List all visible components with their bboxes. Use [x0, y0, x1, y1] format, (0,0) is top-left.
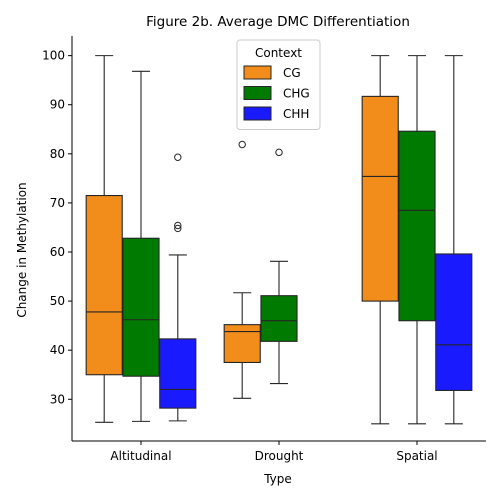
box-CG-Spatial — [361, 55, 399, 425]
y-tick-label: 50 — [50, 294, 65, 308]
box-CHG-Altitudinal — [122, 70, 160, 422]
box-body — [85, 194, 123, 376]
legend-swatch-CHG — [243, 86, 272, 100]
outlier-point — [174, 221, 182, 230]
y-axis-label: Change in Methylation — [15, 182, 29, 317]
legend-label-CG: CG — [283, 66, 301, 80]
box-body — [223, 324, 261, 364]
box-CG-Drought — [223, 140, 261, 399]
box-CHG-Drought — [260, 148, 298, 385]
box-body — [361, 95, 399, 302]
legend-label-CHG: CHG — [283, 87, 310, 101]
legend-title: Context — [255, 46, 302, 60]
legend: Context CG CHG CHH — [236, 39, 321, 130]
box-body — [122, 237, 160, 377]
legend-swatch-CG — [243, 65, 272, 80]
y-tick-label: 80 — [50, 147, 65, 161]
box-CHG-Spatial — [398, 55, 436, 425]
box-body — [260, 295, 298, 342]
legend-label-CHH: CHH — [283, 107, 309, 121]
legend-swatch-CHH — [243, 106, 272, 121]
x-tick-label: Spatial — [396, 449, 437, 463]
box-body — [159, 338, 197, 409]
box-CHH-Spatial — [435, 55, 473, 425]
x-tick-label: Drought — [255, 449, 304, 463]
x-tick-label: Altitudinal — [110, 449, 171, 463]
chart-title: Figure 2b. Average DMC Differentiation — [146, 14, 410, 30]
box-CG-Altitudinal — [85, 55, 123, 423]
outlier-point — [174, 224, 182, 233]
box-CHH-Altitudinal — [159, 153, 197, 422]
axes-layer: 30 40 50 60 70 80 90 100 Altitudinal Drought Spati… — [42, 36, 486, 463]
box-body — [398, 130, 436, 322]
y-tick-label: 100 — [42, 49, 65, 63]
y-tick-label: 30 — [50, 392, 65, 406]
y-tick-label: 90 — [50, 98, 65, 112]
x-axis-label: Type — [263, 472, 292, 486]
y-tick-label: 70 — [50, 196, 65, 210]
boxes-layer — [85, 55, 473, 425]
outlier-point — [174, 153, 182, 161]
y-tick-label: 40 — [50, 343, 65, 357]
outlier-point — [275, 148, 283, 157]
outlier-point — [238, 140, 246, 149]
box-body — [435, 253, 473, 391]
y-tick-label: 60 — [50, 245, 65, 259]
